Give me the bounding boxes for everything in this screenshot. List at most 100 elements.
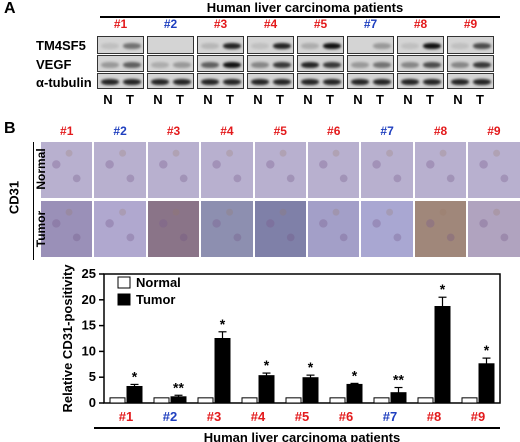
lane-label-normal: N (153, 92, 163, 107)
stain-bracket (33, 142, 34, 260)
blot-band (401, 43, 419, 49)
lane-label-tumor: T (426, 92, 434, 107)
bar-tumor (302, 377, 319, 404)
blot-band (401, 79, 419, 85)
x-tick-label: #2 (163, 409, 177, 424)
lane-label-normal: N (253, 92, 263, 107)
blot-band (373, 43, 391, 49)
legend-swatch (117, 293, 131, 306)
ihc-patient-label: #2 (113, 124, 127, 138)
blot-band (301, 43, 319, 49)
blot-panel (247, 36, 294, 54)
bar-tumor (346, 383, 363, 404)
y-axis-label: Relative CD31-positivity (60, 264, 75, 413)
bar-normal (109, 397, 126, 404)
blot-band (473, 61, 491, 68)
ihc-tumor-image (467, 200, 520, 258)
significance-marker: * (440, 281, 446, 297)
blot-patient-label: #1 (113, 17, 128, 31)
legend-label: Tumor (136, 292, 175, 307)
blot-panel (347, 55, 394, 72)
ihc-patient-label: #7 (380, 124, 394, 138)
plot-frame (103, 273, 501, 404)
blot-panel (347, 73, 394, 89)
blot-panel (297, 36, 344, 54)
blot-band (101, 61, 119, 68)
blot-panel (147, 36, 194, 54)
significance-marker: * (220, 316, 226, 332)
blot-panel (247, 73, 294, 89)
bar-tumor (434, 306, 451, 404)
blot-band (351, 79, 369, 85)
panel-a-letter: A (4, 0, 16, 17)
blot-band (173, 79, 191, 85)
blot-band (223, 43, 241, 49)
blot-band (323, 43, 341, 49)
blot-band (201, 43, 219, 49)
blot-patient-label: #7 (363, 17, 378, 31)
ihc-tumor-image (200, 200, 254, 258)
blot-band (373, 61, 391, 68)
ihc-patient-label: #1 (60, 124, 74, 138)
blot-panel (247, 55, 294, 72)
significance-marker: * (264, 357, 270, 373)
blot-band (373, 79, 391, 85)
blot-band (101, 79, 119, 85)
x-tick-label: #3 (207, 409, 221, 424)
blot-band (151, 61, 169, 68)
bar-tumor (258, 375, 275, 404)
ihc-tumor-image (146, 200, 201, 258)
x-axis-label: Human liver carcinoma patients (204, 430, 401, 442)
ihc-tumor-image (93, 200, 147, 258)
blot-panel (447, 55, 494, 72)
lane-label-tumor: T (376, 92, 384, 107)
ihc-tumor-image (307, 200, 361, 258)
blot-band (423, 79, 441, 85)
x-tick-label: #4 (251, 409, 266, 424)
blot-panel (347, 36, 394, 54)
bar-tumor (390, 392, 407, 404)
bar-tumor (170, 396, 187, 404)
blot-panel (197, 55, 244, 72)
row-label-normal: Normal (34, 148, 48, 190)
blot-band (273, 79, 291, 85)
blot-band (473, 43, 491, 49)
ihc-normal-image (360, 141, 414, 199)
blot-band (201, 61, 219, 68)
blot-band (451, 43, 469, 49)
lane-label-normal: N (453, 92, 463, 107)
ihc-tumor-image (360, 200, 414, 258)
ihc-normal-image (40, 141, 94, 199)
lane-label-tumor: T (326, 92, 334, 107)
blot-panel (297, 55, 344, 72)
blot-band (451, 79, 469, 85)
blot-patient-label: #8 (413, 17, 428, 31)
ihc-normal-image (307, 141, 361, 199)
blot-band (301, 79, 319, 85)
ihc-patient-label: #3 (166, 124, 181, 138)
bar-tumor (478, 363, 495, 404)
x-tick-label: #5 (295, 409, 309, 424)
ihc-normal-image (200, 141, 254, 199)
lane-label-tumor: T (476, 92, 484, 107)
blot-band (323, 79, 341, 85)
ihc-normal-image (413, 141, 468, 199)
blot-panel (397, 55, 444, 72)
blot-panel (297, 73, 344, 89)
bar-normal (329, 397, 346, 404)
blot-row-label-tm4sf5: TM4SF5 (36, 38, 86, 53)
blot-band (251, 61, 269, 68)
blot-band (201, 79, 219, 85)
lane-label-tumor: T (226, 92, 234, 107)
ihc-tumor-image (253, 200, 307, 258)
ihc-normal-image (93, 141, 147, 199)
ihc-tumor-image (413, 200, 468, 258)
y-tick-label: 5 (89, 369, 96, 384)
ihc-patient-label: #4 (220, 124, 234, 138)
x-tick-label: #1 (119, 409, 133, 424)
significance-marker: ** (393, 372, 404, 388)
panel-b-letter: B (4, 120, 16, 137)
bar-normal (241, 397, 258, 404)
y-tick-label: 20 (82, 292, 96, 307)
blot-patient-label: #9 (463, 17, 478, 31)
